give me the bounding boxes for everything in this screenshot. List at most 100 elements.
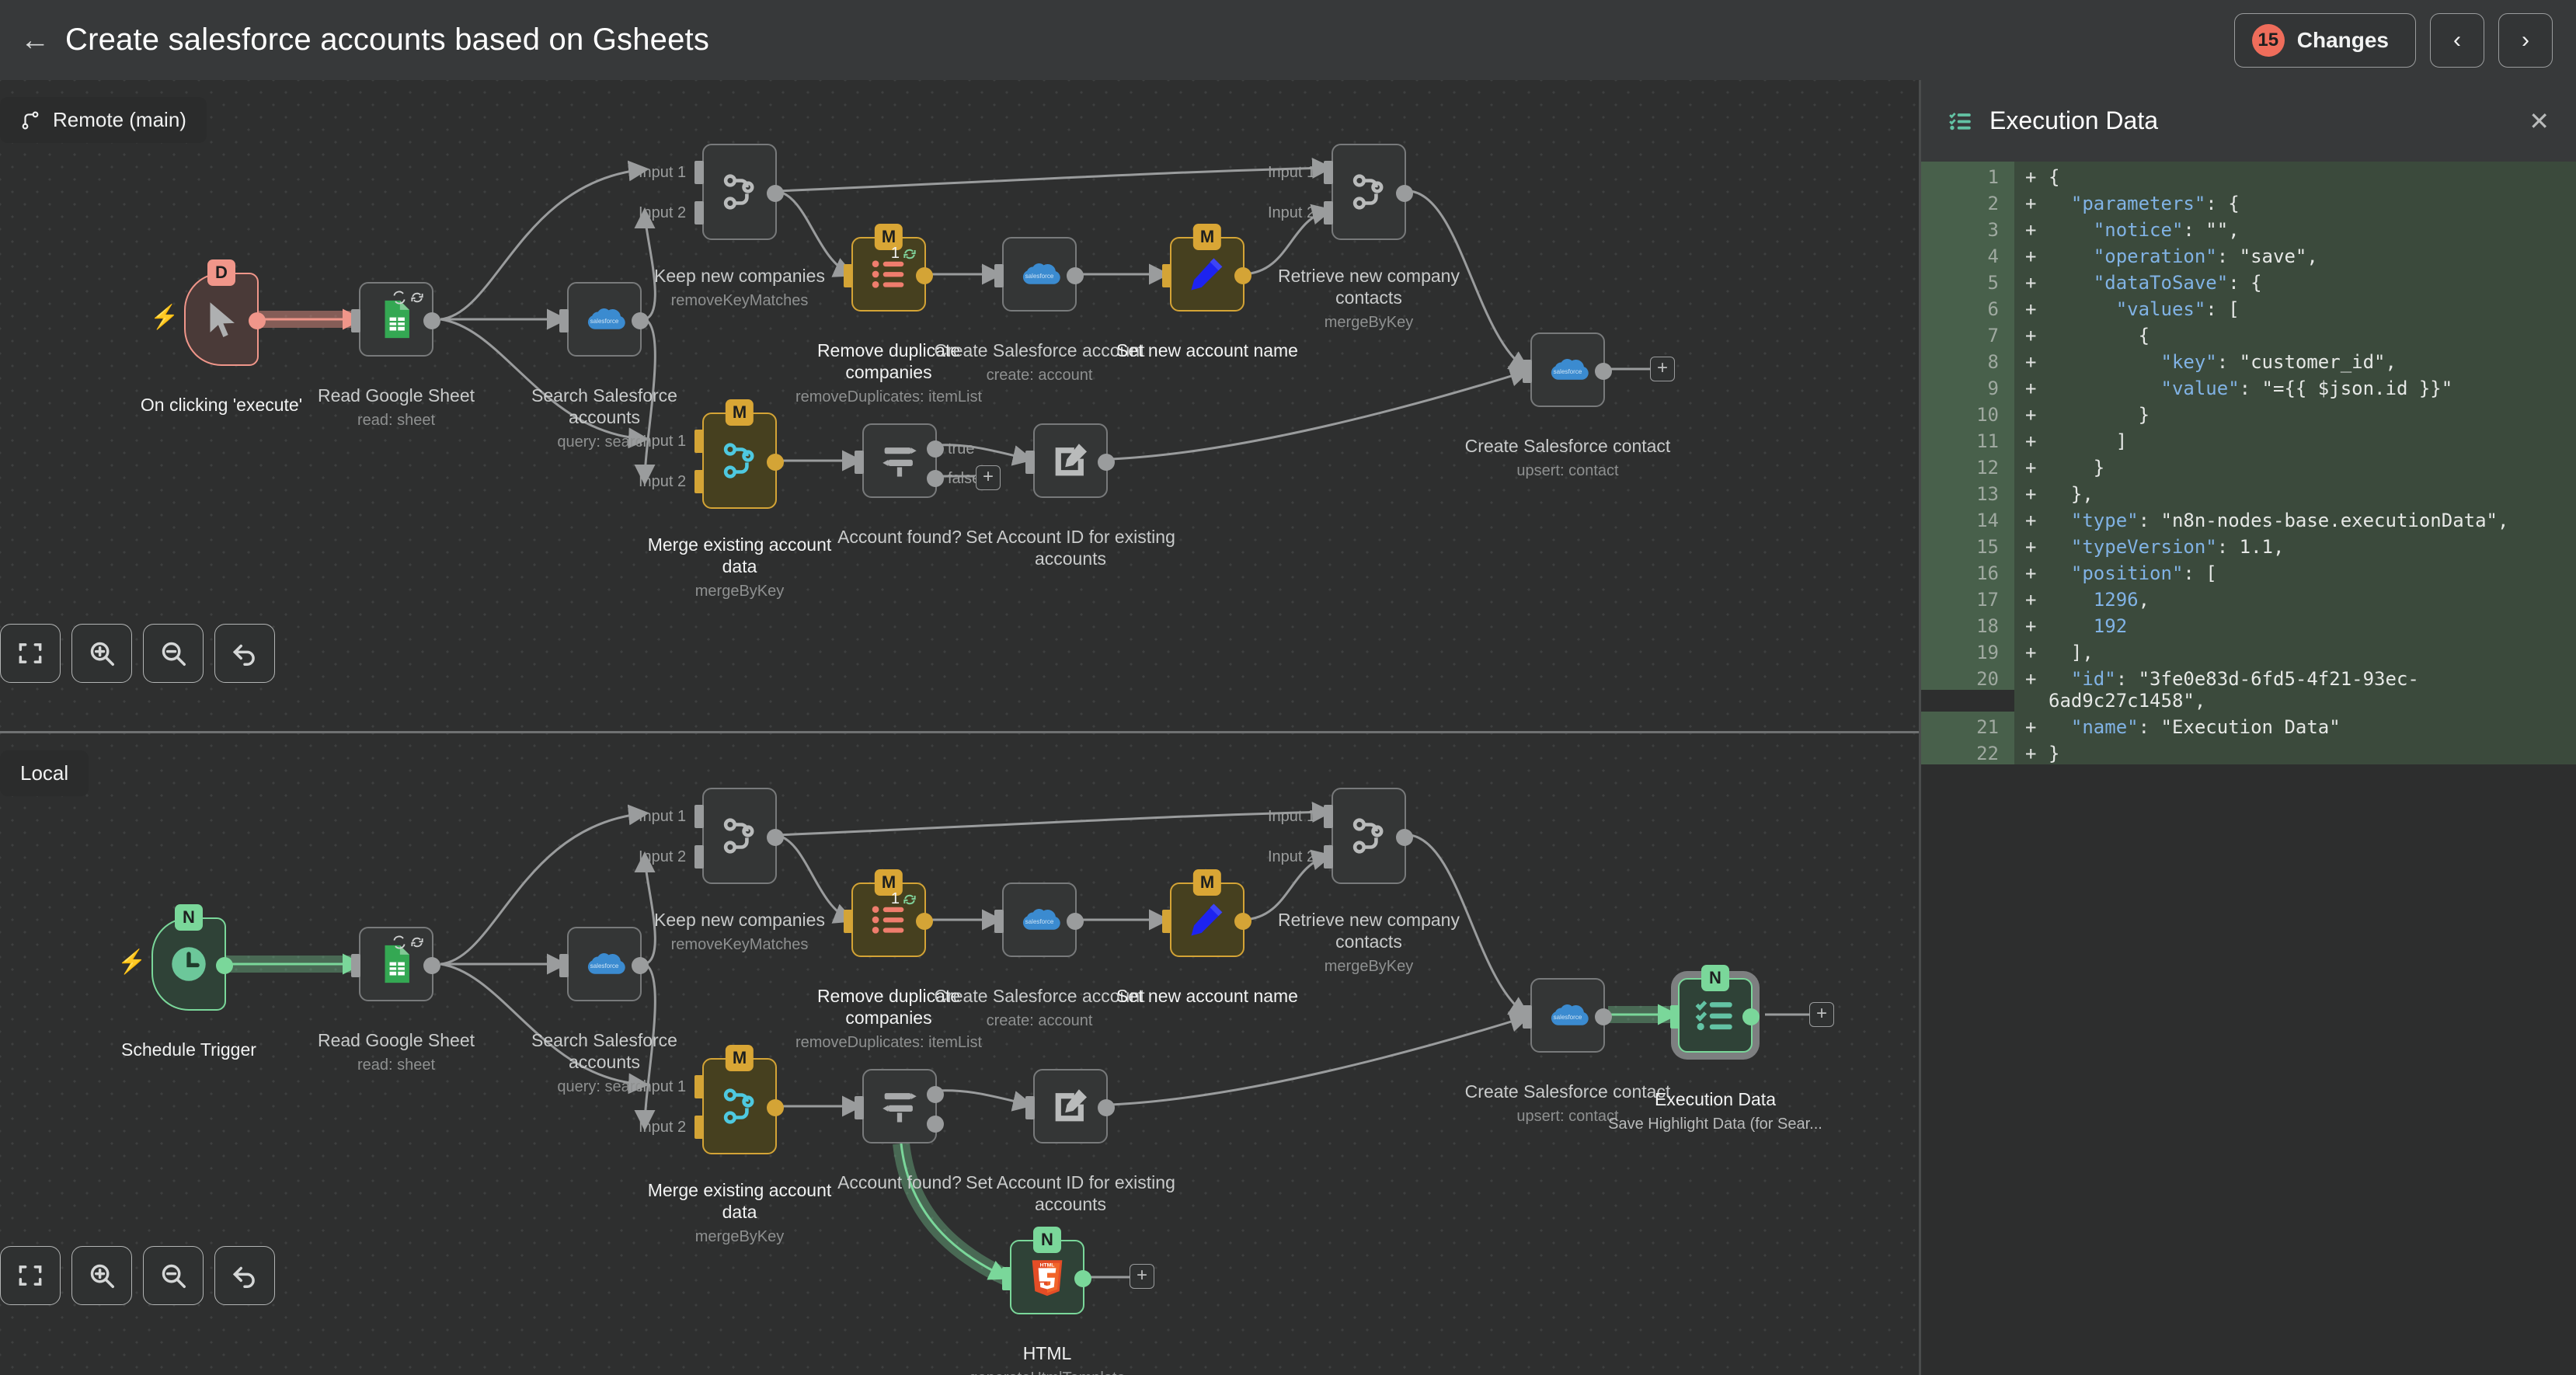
output-port[interactable] bbox=[1098, 454, 1115, 471]
input-port-2[interactable] bbox=[694, 470, 704, 493]
output-port[interactable] bbox=[767, 185, 784, 202]
input-port[interactable] bbox=[855, 451, 864, 474]
input-port-2[interactable] bbox=[694, 201, 704, 225]
output-port[interactable] bbox=[767, 454, 784, 471]
node-body[interactable] bbox=[694, 788, 784, 884]
output-port[interactable] bbox=[916, 267, 933, 284]
node-body[interactable] bbox=[1025, 423, 1115, 498]
input-port-1[interactable] bbox=[1324, 161, 1333, 184]
output-port-true[interactable] bbox=[927, 1086, 944, 1103]
node-body[interactable]: salesforce bbox=[1523, 978, 1612, 1053]
input-port-1[interactable] bbox=[694, 430, 704, 453]
output-port[interactable] bbox=[1234, 913, 1251, 930]
input-port[interactable] bbox=[855, 1096, 864, 1119]
node-body[interactable]: M bbox=[1162, 869, 1251, 957]
input-port[interactable] bbox=[1523, 360, 1532, 383]
add-node-stub[interactable]: + bbox=[1809, 1002, 1834, 1027]
input-port-1[interactable] bbox=[1324, 805, 1333, 828]
output-port[interactable] bbox=[632, 312, 649, 329]
output-port[interactable] bbox=[1742, 1008, 1760, 1025]
output-port[interactable] bbox=[1396, 185, 1413, 202]
changes-button[interactable]: 15 Changes bbox=[2233, 12, 2416, 68]
output-port[interactable] bbox=[767, 829, 784, 846]
zoom-out-button[interactable] bbox=[143, 1246, 204, 1305]
output-port[interactable] bbox=[423, 312, 440, 329]
node-body[interactable] bbox=[351, 927, 440, 1001]
output-port[interactable] bbox=[216, 957, 233, 974]
output-port[interactable] bbox=[1595, 1008, 1612, 1025]
input-port[interactable] bbox=[844, 264, 853, 287]
output-port[interactable] bbox=[632, 957, 649, 974]
output-port-false[interactable] bbox=[927, 470, 944, 487]
node-body[interactable]: N bbox=[1670, 965, 1760, 1053]
input-port[interactable] bbox=[1162, 264, 1171, 287]
output-port-false[interactable] bbox=[927, 1116, 944, 1133]
reset-zoom-button[interactable] bbox=[214, 624, 275, 683]
output-port[interactable] bbox=[1098, 1099, 1115, 1116]
node-body[interactable] bbox=[1324, 788, 1413, 884]
output-port[interactable] bbox=[1396, 829, 1413, 846]
output-port[interactable] bbox=[1067, 913, 1084, 930]
input-port-1[interactable] bbox=[694, 1075, 704, 1098]
input-port[interactable] bbox=[1025, 451, 1035, 474]
zoom-in-button[interactable] bbox=[71, 1246, 132, 1305]
input-port[interactable] bbox=[1670, 1005, 1680, 1029]
node-body[interactable] bbox=[351, 282, 440, 357]
input-port[interactable] bbox=[1002, 1267, 1011, 1290]
input-port-1[interactable] bbox=[694, 161, 704, 184]
node-body[interactable]: salesforce bbox=[994, 237, 1084, 312]
node-body[interactable]: salesforce bbox=[559, 927, 649, 1001]
input-port-2[interactable] bbox=[694, 1116, 704, 1139]
node-body[interactable]: M bbox=[694, 1045, 784, 1154]
zoom-in-button[interactable] bbox=[71, 624, 132, 683]
input-port-2[interactable] bbox=[694, 845, 704, 869]
input-port-2[interactable] bbox=[1324, 201, 1333, 225]
zoom-out-button[interactable] bbox=[143, 624, 204, 683]
next-change-button[interactable]: › bbox=[2498, 12, 2553, 68]
output-port[interactable] bbox=[1234, 267, 1251, 284]
close-icon[interactable]: ✕ bbox=[2529, 106, 2550, 135]
input-port[interactable] bbox=[1523, 1005, 1532, 1029]
back-arrow-icon[interactable]: ← bbox=[20, 23, 50, 57]
input-port[interactable] bbox=[559, 954, 569, 977]
fit-view-button[interactable] bbox=[0, 624, 61, 683]
output-port[interactable] bbox=[916, 913, 933, 930]
input-port[interactable] bbox=[994, 264, 1004, 287]
output-port[interactable] bbox=[423, 957, 440, 974]
node-body[interactable]: M bbox=[1162, 224, 1251, 312]
node-body[interactable] bbox=[855, 1069, 944, 1144]
add-node-stub[interactable]: + bbox=[1650, 357, 1675, 381]
output-port[interactable] bbox=[1067, 267, 1084, 284]
input-port[interactable] bbox=[994, 910, 1004, 933]
canvas-local[interactable]: Local ⚡ N Schedule Trigger bbox=[0, 733, 1919, 1375]
node-body[interactable]: M bbox=[694, 399, 784, 509]
node-body[interactable]: N HTML bbox=[1002, 1227, 1091, 1314]
input-port-2[interactable] bbox=[1324, 845, 1333, 869]
node-body[interactable]: D bbox=[184, 259, 266, 366]
node-body[interactable]: salesforce bbox=[559, 282, 649, 357]
output-port-true[interactable] bbox=[927, 440, 944, 458]
node-body[interactable]: M 1 bbox=[844, 224, 933, 312]
node-body[interactable] bbox=[694, 144, 784, 240]
input-port[interactable] bbox=[559, 309, 569, 332]
node-body[interactable]: M 1 bbox=[844, 869, 933, 957]
input-port[interactable] bbox=[1162, 910, 1171, 933]
node-body[interactable]: salesforce bbox=[994, 882, 1084, 957]
fit-view-button[interactable] bbox=[0, 1246, 61, 1305]
input-port[interactable] bbox=[351, 309, 360, 332]
node-body[interactable]: N bbox=[151, 904, 233, 1011]
input-port[interactable] bbox=[1025, 1096, 1035, 1119]
input-port[interactable] bbox=[351, 954, 360, 977]
node-body[interactable]: salesforce bbox=[1523, 332, 1612, 407]
reset-zoom-button[interactable] bbox=[214, 1246, 275, 1305]
output-port[interactable] bbox=[1595, 363, 1612, 380]
canvas-remote[interactable]: Remote (main) ⚡ D On clicking 'execute' bbox=[0, 80, 1919, 731]
add-node-stub[interactable]: + bbox=[1130, 1264, 1154, 1289]
input-port-1[interactable] bbox=[694, 805, 704, 828]
node-body[interactable] bbox=[1025, 1069, 1115, 1144]
output-port[interactable] bbox=[1074, 1270, 1091, 1287]
diff-code-viewer[interactable]: 1 +{2 + "parameters": {3 + "notice": "", 4 + … bbox=[1921, 162, 2576, 1016]
output-port[interactable] bbox=[767, 1099, 784, 1116]
node-body[interactable] bbox=[855, 423, 944, 498]
add-node-stub[interactable]: + bbox=[976, 465, 1001, 490]
